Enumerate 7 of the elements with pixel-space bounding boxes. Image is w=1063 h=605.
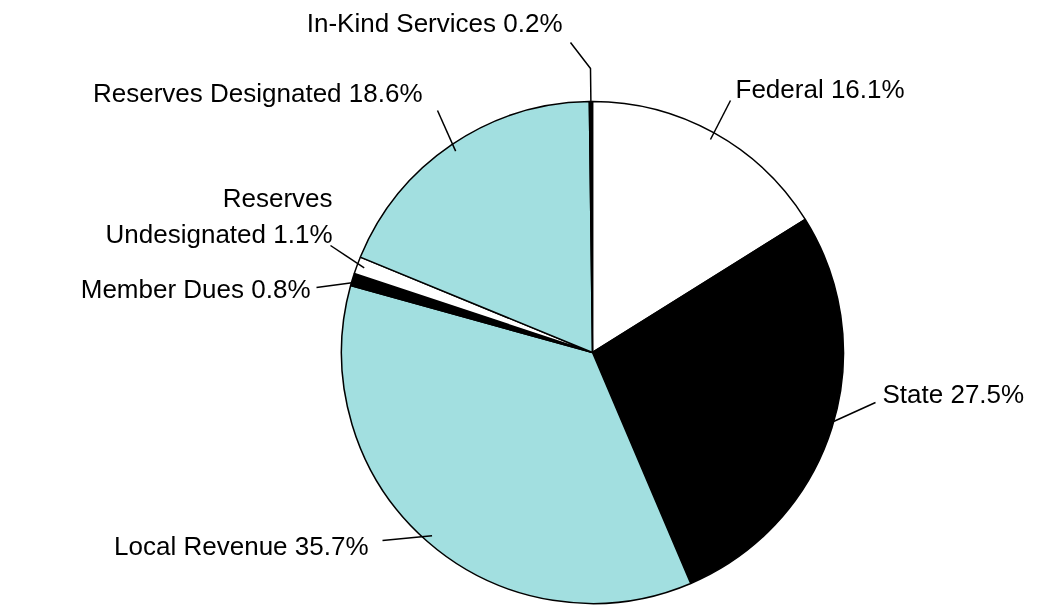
slice-label: Reserves Designated 18.6% (92, 77, 423, 108)
slice-label: Federal 16.1% (735, 73, 905, 104)
slice-label: Member Dues 0.8% (80, 273, 311, 304)
slice-label: Reserves Undesignated 1.1% (105, 182, 333, 249)
slice-label: Local Revenue 35.7% (114, 530, 369, 561)
slice-label: In-Kind Services 0.2% (306, 7, 563, 38)
slice-label: State 27.5% (882, 378, 1025, 409)
